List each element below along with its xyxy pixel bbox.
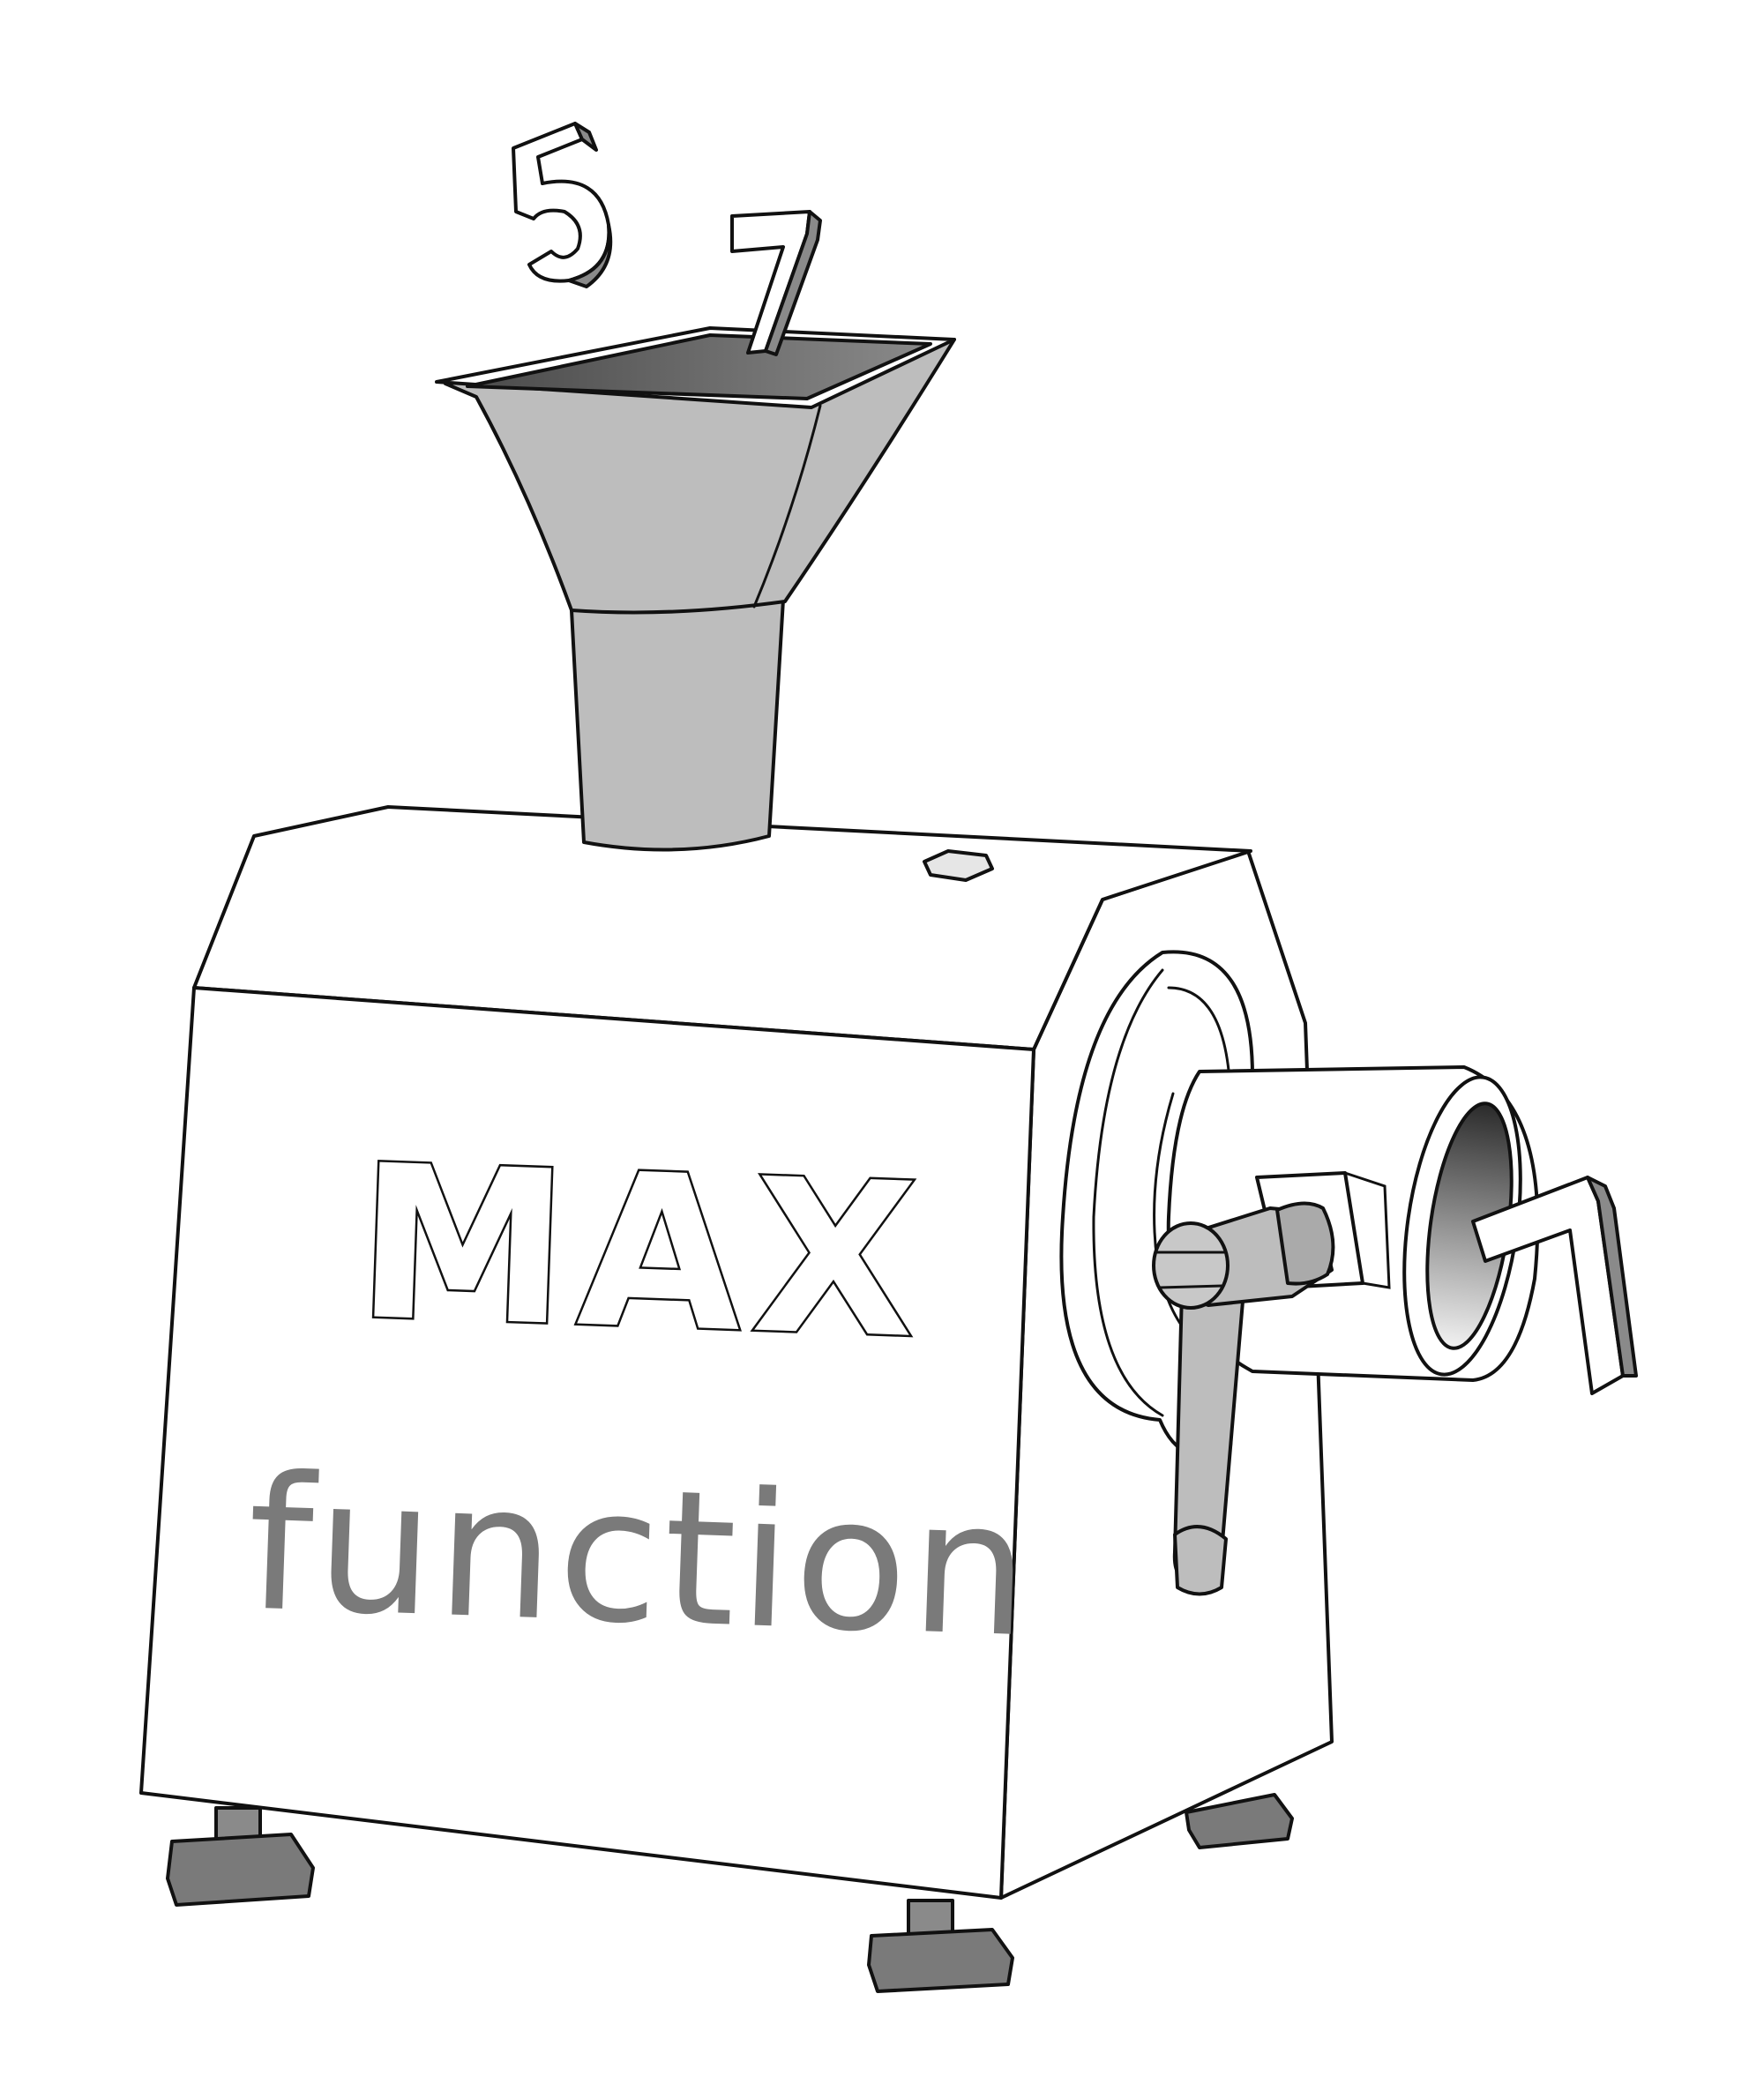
funnel [435,326,956,852]
input-number-7 [730,210,822,356]
input-number-5 [512,122,613,288]
output-label-7: 7 [1570,1369,1575,1378]
body-front-panel [139,986,1035,1900]
foot-back-right [1185,1793,1294,1849]
input-label-5: 5 [527,257,535,267]
funnel-cone [444,338,956,615]
funnel-neck [570,598,785,852]
funnel-opening [466,333,932,400]
machine-title: MAX [353,1119,931,1385]
foot-front-left [166,1806,315,1907]
mincer-assembly [1059,950,1540,1596]
input-label-7: 7 [748,341,754,352]
top-bolt [923,849,994,882]
output-number-7 [1471,1176,1638,1395]
machine-subtitle: function [244,1436,1036,1679]
machine-feet [166,1793,1294,1993]
foot-front-right [867,1899,1014,1993]
